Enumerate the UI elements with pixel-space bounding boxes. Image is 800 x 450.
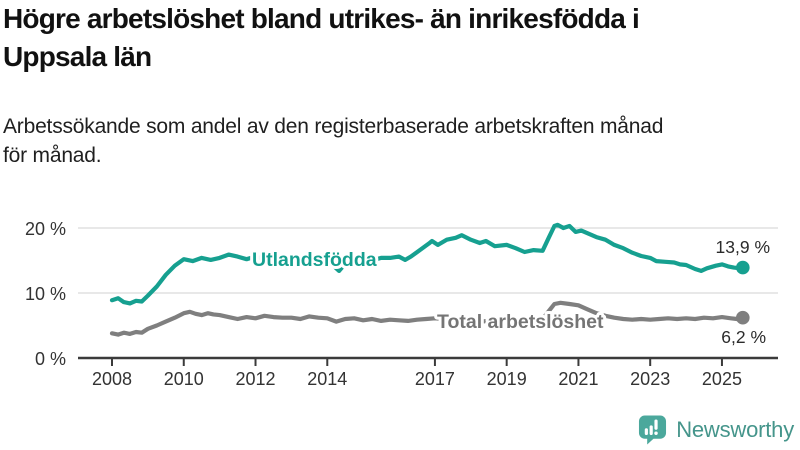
x-tick-label: 2010 xyxy=(164,369,204,389)
brand-name: Newsworthy xyxy=(676,416,794,442)
series-value-label: 6,2 % xyxy=(721,327,766,347)
chart-subtitle: Arbetssökande som andel av den registerb… xyxy=(3,115,664,167)
series-end-dot xyxy=(736,260,750,275)
series-line-foreign-born xyxy=(109,222,745,306)
series-line-total xyxy=(109,300,745,337)
x-tick-label: 2017 xyxy=(415,369,455,389)
y-tick-label: 0 % xyxy=(35,349,66,369)
series-label: Utlandsfödda xyxy=(252,249,377,271)
unemployment-chart-svg: 0 % 10 % 20 % 2008 2010 2012 2014 2017 2019 2021 2… xyxy=(25,219,778,389)
brand-footer: Newsworthy xyxy=(638,413,794,446)
x-tick-label: 2008 xyxy=(92,369,132,389)
x-tick-label: 2023 xyxy=(630,369,670,389)
bar-chart-speech-bubble-icon xyxy=(639,415,667,444)
logo-bar-medium xyxy=(649,424,653,435)
x-tick-label: 2021 xyxy=(558,369,598,389)
x-tick-label: 2014 xyxy=(307,369,347,389)
x-tick-label: 2025 xyxy=(702,369,742,389)
series-end-dot xyxy=(736,310,750,325)
y-tick-label: 10 % xyxy=(25,284,66,304)
logo-bar-small xyxy=(644,427,649,435)
unemployment-chart: 0 % 10 % 20 % 2008 2010 2012 2014 2017 2019 2021 2… xyxy=(0,200,800,400)
page-title: Högre arbetslöshet bland utrikes- än inr… xyxy=(3,3,640,72)
series-label: Total arbetslöshet xyxy=(437,311,604,333)
x-tick-label: 2019 xyxy=(487,369,527,389)
logo-exclamation-dot xyxy=(654,431,658,435)
logo-exclamation-bar xyxy=(654,419,658,430)
x-tick-label: 2012 xyxy=(235,369,275,389)
series-value-label: 13,9 % xyxy=(716,237,770,257)
y-tick-label: 20 % xyxy=(25,219,66,239)
